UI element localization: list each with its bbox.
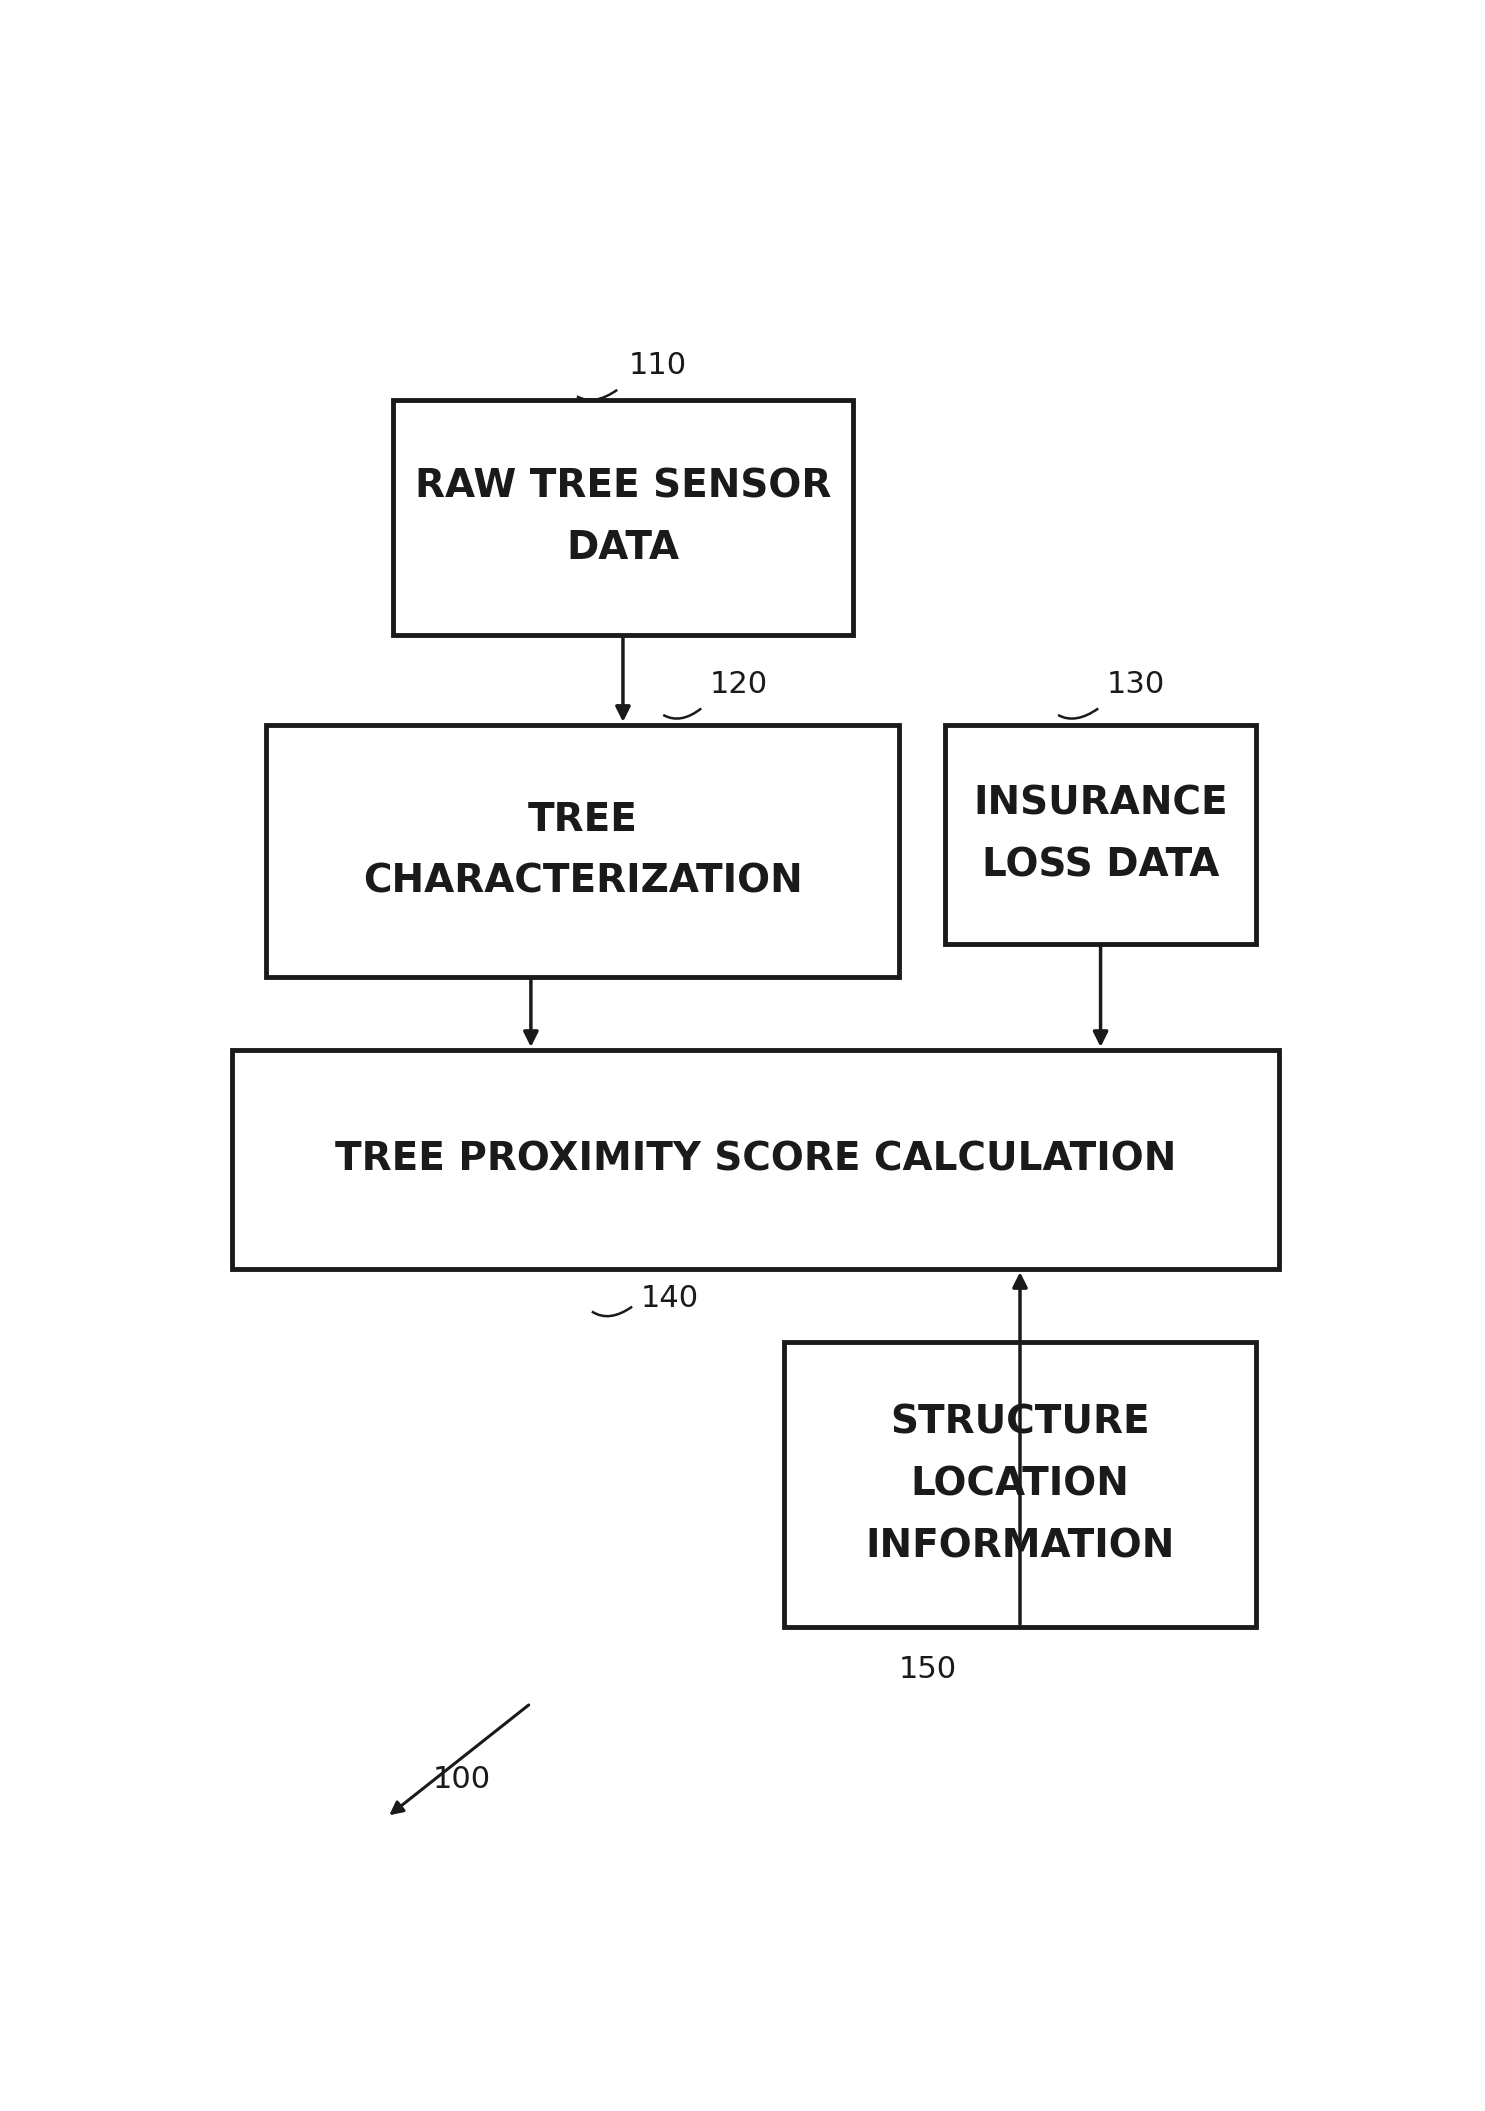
- Text: TREE
CHARACTERIZATION: TREE CHARACTERIZATION: [362, 800, 802, 901]
- Text: STRUCTURE
LOCATION
INFORMATION: STRUCTURE LOCATION INFORMATION: [866, 1404, 1175, 1566]
- Text: 120: 120: [710, 669, 768, 699]
- Text: TREE PROXIMITY SCORE CALCULATION: TREE PROXIMITY SCORE CALCULATION: [334, 1140, 1176, 1178]
- Text: 110: 110: [628, 350, 688, 380]
- Text: 150: 150: [900, 1655, 958, 1685]
- FancyBboxPatch shape: [266, 724, 900, 977]
- Text: 140: 140: [640, 1283, 698, 1313]
- FancyBboxPatch shape: [946, 724, 1256, 944]
- Text: 130: 130: [1106, 669, 1164, 699]
- Text: RAW TREE SENSOR
DATA: RAW TREE SENSOR DATA: [414, 467, 832, 568]
- Text: INSURANCE
LOSS DATA: INSURANCE LOSS DATA: [973, 785, 1228, 885]
- FancyBboxPatch shape: [232, 1049, 1279, 1269]
- FancyBboxPatch shape: [784, 1343, 1256, 1628]
- Text: 100: 100: [434, 1765, 492, 1794]
- FancyBboxPatch shape: [392, 399, 852, 635]
